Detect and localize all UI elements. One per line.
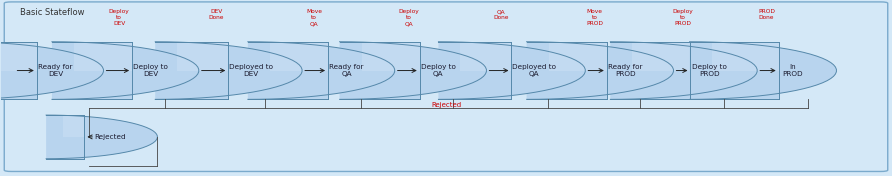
FancyBboxPatch shape <box>178 42 228 99</box>
FancyBboxPatch shape <box>62 115 85 159</box>
Wedge shape <box>439 42 585 99</box>
Text: Deploy to
PROD: Deploy to PROD <box>691 64 727 77</box>
Text: Move
to
QA: Move to QA <box>306 10 322 26</box>
FancyBboxPatch shape <box>270 42 328 99</box>
FancyBboxPatch shape <box>460 42 511 71</box>
FancyBboxPatch shape <box>74 42 132 71</box>
FancyBboxPatch shape <box>460 42 511 99</box>
Text: Deploy to
QA: Deploy to QA <box>421 64 456 77</box>
FancyBboxPatch shape <box>74 42 132 99</box>
Text: Rejected: Rejected <box>431 102 461 108</box>
Text: QA
Done: QA Done <box>493 10 509 20</box>
FancyBboxPatch shape <box>178 42 228 71</box>
FancyBboxPatch shape <box>549 42 607 99</box>
Text: Deployed to
DEV: Deployed to DEV <box>228 64 273 77</box>
Wedge shape <box>690 42 837 99</box>
FancyBboxPatch shape <box>361 42 420 99</box>
Text: Deploy
to
PROD: Deploy to PROD <box>673 10 693 26</box>
FancyBboxPatch shape <box>270 42 328 71</box>
Text: Ready for
PROD: Ready for PROD <box>608 64 643 77</box>
Wedge shape <box>52 42 199 99</box>
Text: In
PROD: In PROD <box>782 64 803 77</box>
FancyBboxPatch shape <box>549 42 607 71</box>
FancyBboxPatch shape <box>712 42 779 71</box>
Wedge shape <box>155 42 302 99</box>
FancyBboxPatch shape <box>712 42 779 99</box>
Text: DEV
Done: DEV Done <box>209 10 224 20</box>
FancyBboxPatch shape <box>62 115 85 137</box>
FancyBboxPatch shape <box>0 42 37 71</box>
Text: Ready for
QA: Ready for QA <box>329 64 364 77</box>
FancyBboxPatch shape <box>361 42 420 71</box>
Wedge shape <box>526 42 673 99</box>
Wedge shape <box>46 115 158 159</box>
Wedge shape <box>248 42 395 99</box>
Text: Deploy
to
DEV: Deploy to DEV <box>109 10 129 26</box>
FancyBboxPatch shape <box>0 42 37 99</box>
Text: Deploy
to
QA: Deploy to QA <box>398 10 419 26</box>
FancyBboxPatch shape <box>632 42 690 99</box>
Text: Rejected: Rejected <box>94 134 126 140</box>
Text: Deploy to
DEV: Deploy to DEV <box>133 64 169 77</box>
Text: Move
to
PROD: Move to PROD <box>586 10 603 26</box>
Text: PROD
Done: PROD Done <box>758 10 775 20</box>
FancyBboxPatch shape <box>632 42 690 71</box>
Text: Deployed to
QA: Deployed to QA <box>512 64 556 77</box>
Text: Ready for
DEV: Ready for DEV <box>38 64 73 77</box>
Text: Basic Stateflow: Basic Stateflow <box>21 8 85 17</box>
FancyBboxPatch shape <box>4 2 888 171</box>
Wedge shape <box>0 42 103 99</box>
Wedge shape <box>340 42 486 99</box>
Wedge shape <box>610 42 757 99</box>
